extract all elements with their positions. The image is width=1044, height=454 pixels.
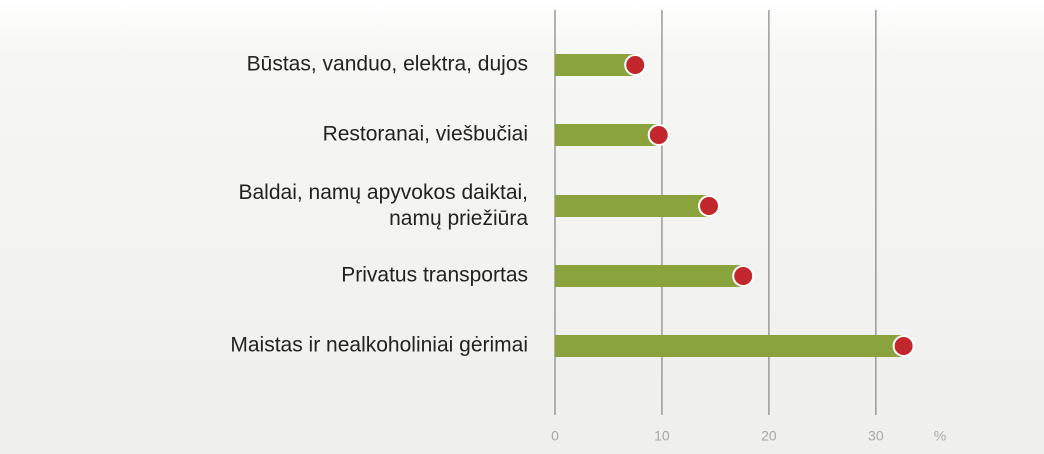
bar [555, 195, 709, 217]
bar-end-marker [732, 265, 755, 287]
category-label: Maistas ir nealkoholiniai gėrimai [230, 334, 528, 357]
bar [555, 124, 659, 146]
bar [555, 335, 904, 357]
bar [555, 265, 744, 287]
category-label: Būstas, vanduo, elektra, dujos [247, 53, 528, 76]
category-label: Privatus transportas [341, 264, 528, 287]
bar-end-marker [624, 54, 647, 76]
category-label: Baldai, namų apyvokos daiktai, namų priež… [239, 181, 529, 230]
x-tick-label: 30 [868, 428, 884, 444]
bar-end-marker [647, 124, 670, 146]
x-axis-unit: % [934, 428, 946, 444]
category-label: Restoranai, viešbučiai [323, 123, 528, 146]
x-tick-label: 10 [654, 428, 670, 444]
x-tick-label: 20 [761, 428, 777, 444]
bar-end-marker [698, 195, 720, 217]
bar-end-marker [892, 335, 915, 357]
x-tick-label: 0 [551, 428, 559, 444]
bar [555, 54, 636, 76]
